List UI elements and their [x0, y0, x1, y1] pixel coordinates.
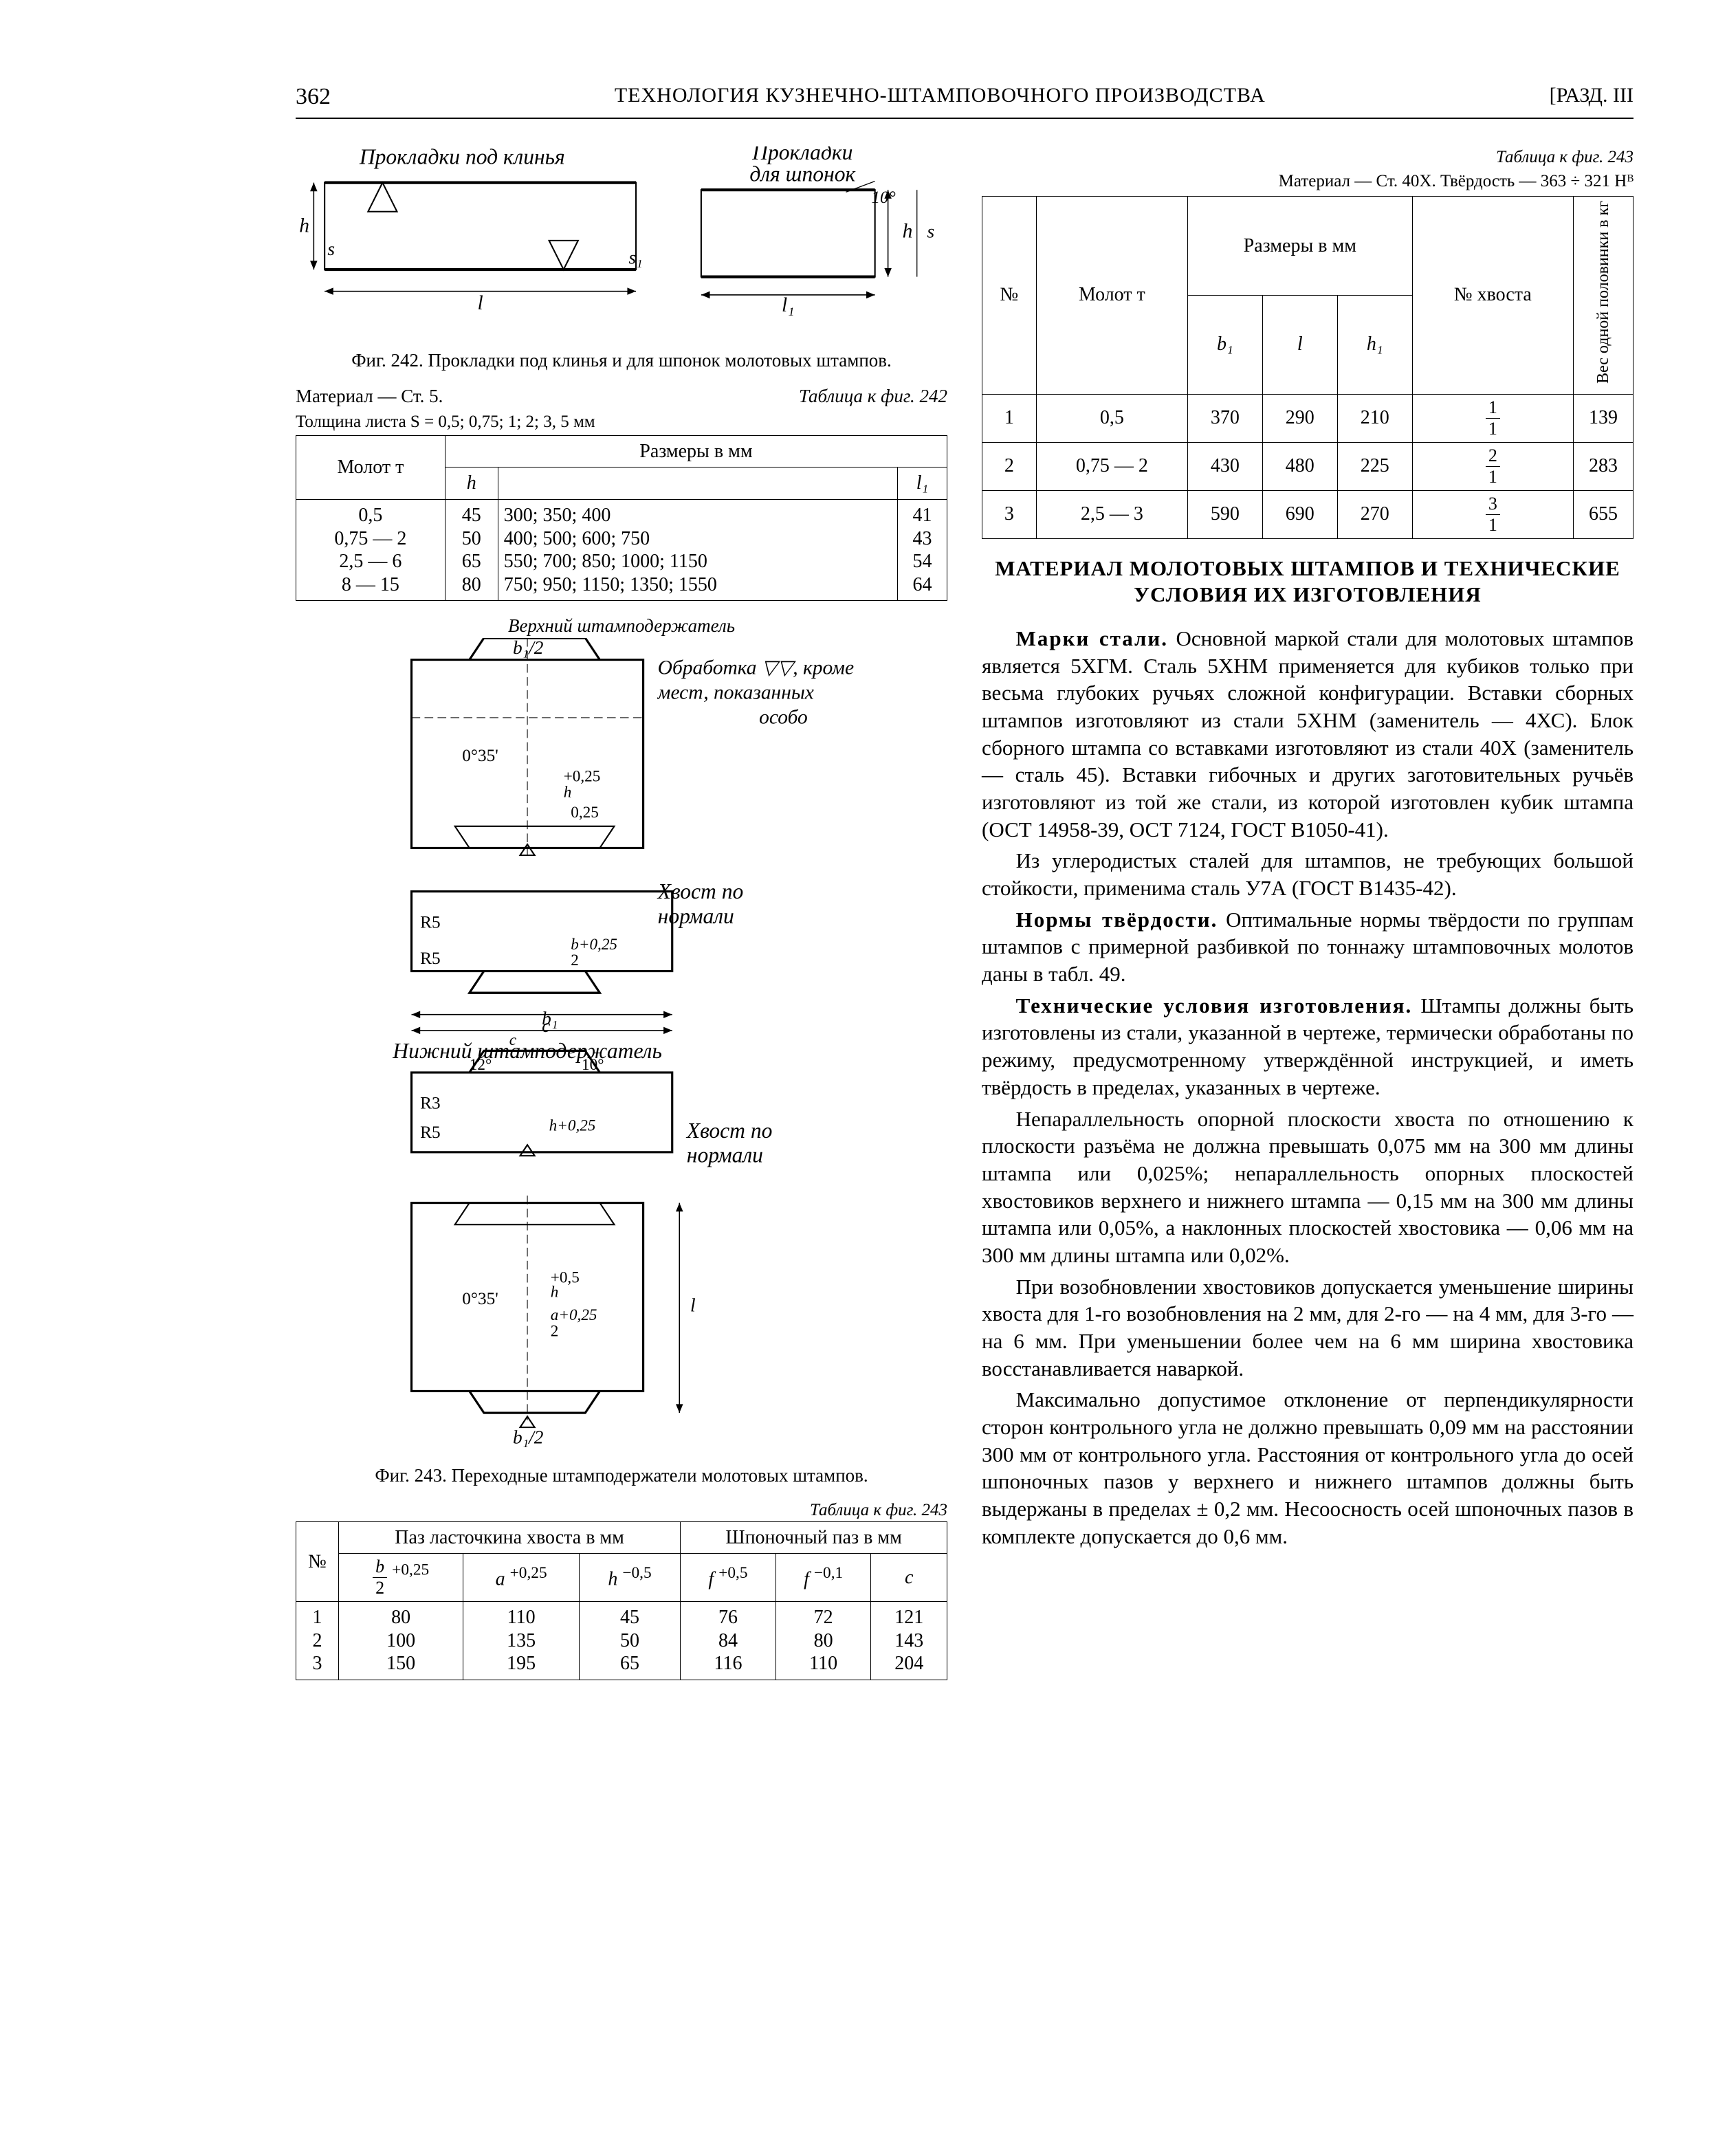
fig243-obrabotka: Обработка ▽▽, кроме	[658, 657, 854, 679]
fig242-label-left: Прокладки под клинья	[359, 146, 565, 168]
fig243-caption: Фиг. 243. Переходные штамподержатели мол…	[296, 1464, 947, 1488]
two-columns: Прокладки под клинья l h s	[296, 146, 1634, 1695]
svg-text:10°: 10°	[871, 188, 895, 207]
svg-text:0,25: 0,25	[571, 804, 599, 822]
table-row: 3 2,5 — 3 590 690 270 31 655	[982, 490, 1634, 538]
page-header: 362 ТЕХНОЛОГИЯ КУЗНЕЧНО-ШТАМПОВОЧНОГО ПР…	[296, 82, 1634, 119]
svg-text:h+0,25: h+0,25	[549, 1116, 596, 1134]
fig242-block: Прокладки под клинья l h s	[296, 146, 947, 373]
svg-text:особо: особо	[759, 706, 808, 728]
svg-text:R5: R5	[420, 1123, 441, 1142]
t243a-th-n: №	[296, 1521, 339, 1602]
t243b-th-sizes: Размеры в мм	[1187, 197, 1412, 296]
table243b-title: Таблица к фиг. 243	[982, 146, 1634, 168]
table243a-title: Таблица к фиг. 243	[296, 1499, 947, 1521]
para6: При возобновлении хвостовиков допускаетс…	[982, 1273, 1634, 1383]
svg-text:l₁: l₁	[782, 294, 794, 316]
fig242-svg: Прокладки под клинья l h s	[296, 146, 947, 335]
t243b-th-molot: Молот т	[1036, 197, 1187, 395]
table-row: 0,5 0,75 — 2 2,5 — 6 8 — 15 45 50 65 80 …	[296, 500, 947, 601]
table242-thickness: Толщина листа S = 0,5; 0,75; 1; 2; 3, 5 …	[296, 411, 947, 432]
svg-text:12°: 12°	[470, 1056, 492, 1074]
table242-th-sizes: Размеры в мм	[445, 435, 947, 468]
t243b-th-ves: Вес одной половинки в кг	[1574, 197, 1634, 395]
table242-title: Таблица к фиг. 242	[799, 385, 947, 408]
table242: Молот т Размеры в мм h l₁ 0,5 0,75 — 2 2…	[296, 435, 947, 602]
svg-text:c: c	[509, 1031, 517, 1049]
table242-titles: Материал — Ст. 5. Таблица к фиг. 242	[296, 385, 947, 408]
fig243-hvost2-label: Хвост по	[685, 1119, 773, 1143]
svg-text:мест, показанных: мест, показанных	[657, 682, 814, 704]
t243a-th-shp: Шпоночный паз в мм	[681, 1521, 947, 1554]
para5: Непараллельность опорной плоскости хвост…	[982, 1106, 1634, 1269]
svg-text:R5: R5	[420, 913, 441, 932]
svg-text:0°35': 0°35'	[462, 1289, 498, 1308]
svg-text:b+0,25: b+0,25	[571, 936, 617, 954]
para1: Марки стали. Основной маркой стали для м…	[982, 625, 1634, 843]
t243a-th-paz: Паз ласточкина хвоста в мм	[338, 1521, 680, 1554]
page-number: 362	[296, 82, 331, 112]
svg-text:h: h	[551, 1284, 559, 1301]
main-heading: МАТЕРИАЛ МОЛОТОВЫХ ШТАМПОВ И ТЕХНИЧЕСКИЕ…	[982, 556, 1634, 609]
right-column: Таблица к фиг. 243 Материал — Ст. 40X. Т…	[982, 146, 1634, 1695]
svg-text:l: l	[478, 292, 483, 314]
svg-text:b₁: b₁	[542, 1009, 558, 1029]
page: 362 ТЕХНОЛОГИЯ КУЗНЕЧНО-ШТАМПОВОЧНОГО ПР…	[0, 0, 1716, 2156]
t243b-th-n: №	[982, 197, 1037, 395]
svg-text:R3: R3	[420, 1094, 441, 1113]
svg-text:b₁/2: b₁/2	[513, 638, 544, 658]
para2: Из углеродистых сталей для штампов, не т…	[982, 847, 1634, 901]
svg-text:2: 2	[571, 952, 579, 969]
svg-text:a+0,25: a+0,25	[551, 1306, 597, 1324]
table-row: 1 2 3 80 100 150 110 135 195	[296, 1602, 947, 1680]
running-title: ТЕХНОЛОГИЯ КУЗНЕЧНО-ШТАМПОВОЧНОГО ПРОИЗВ…	[615, 82, 1266, 112]
svg-text:h: h	[564, 784, 572, 802]
svg-text:0°35': 0°35'	[462, 746, 498, 765]
para4: Технические условия изготовления. Штампы…	[982, 992, 1634, 1101]
svg-text:h: h	[903, 220, 913, 242]
table-row: 2 0,75 — 2 430 480 225 21 283	[982, 442, 1634, 490]
table242-material: Материал — Ст. 5.	[296, 385, 443, 408]
table243b: № Молот т Размеры в мм № хвоста Вес одно…	[982, 196, 1634, 539]
para3: Нормы твёрдости. Оптимальные нормы твёрд…	[982, 906, 1634, 988]
table242-th-l1: l₁	[898, 468, 947, 500]
svg-text:+0,25: +0,25	[564, 768, 601, 786]
table242-th-h: h	[445, 468, 498, 500]
svg-text:нормали: нормали	[687, 1143, 763, 1167]
fig242-caption: Фиг. 242. Прокладки под клинья и для шпо…	[296, 349, 947, 373]
fig243-svg: b₁/2 Обработка ▽▽, кроме мест, показанны…	[296, 638, 947, 1449]
table243b-note: Материал — Ст. 40X. Твёрдость — 363 ÷ 32…	[982, 170, 1634, 192]
fig243-top-label: Верхний штамподержатель	[296, 615, 947, 638]
svg-text:h: h	[299, 214, 309, 236]
svg-text:2: 2	[551, 1323, 559, 1341]
svg-text:нормали: нормали	[658, 904, 734, 928]
svg-text:b₁/2: b₁/2	[513, 1427, 544, 1447]
left-column: Прокладки под клинья l h s	[296, 146, 947, 1695]
svg-text:R5: R5	[420, 949, 441, 968]
table242-th-molot: Молот т	[296, 435, 446, 499]
svg-text:s: s	[927, 221, 934, 241]
section-label: [РАЗД. III	[1550, 82, 1634, 112]
svg-text:s: s	[327, 238, 335, 258]
table-row: 1 0,5 370 290 210 11 139	[982, 394, 1634, 442]
svg-text:s₁: s₁	[629, 247, 643, 267]
para7: Максимально допустимое отклонение от пер…	[982, 1386, 1634, 1550]
svg-text:l: l	[690, 1295, 696, 1316]
svg-text:10°: 10°	[582, 1056, 604, 1074]
t243b-th-hvostn: № хвоста	[1412, 197, 1573, 395]
svg-text:для шпонок: для шпонок	[749, 162, 855, 186]
table242-th-mid	[498, 468, 897, 500]
table243a: № Паз ласточкина хвоста в мм Шпоночный п…	[296, 1521, 947, 1680]
